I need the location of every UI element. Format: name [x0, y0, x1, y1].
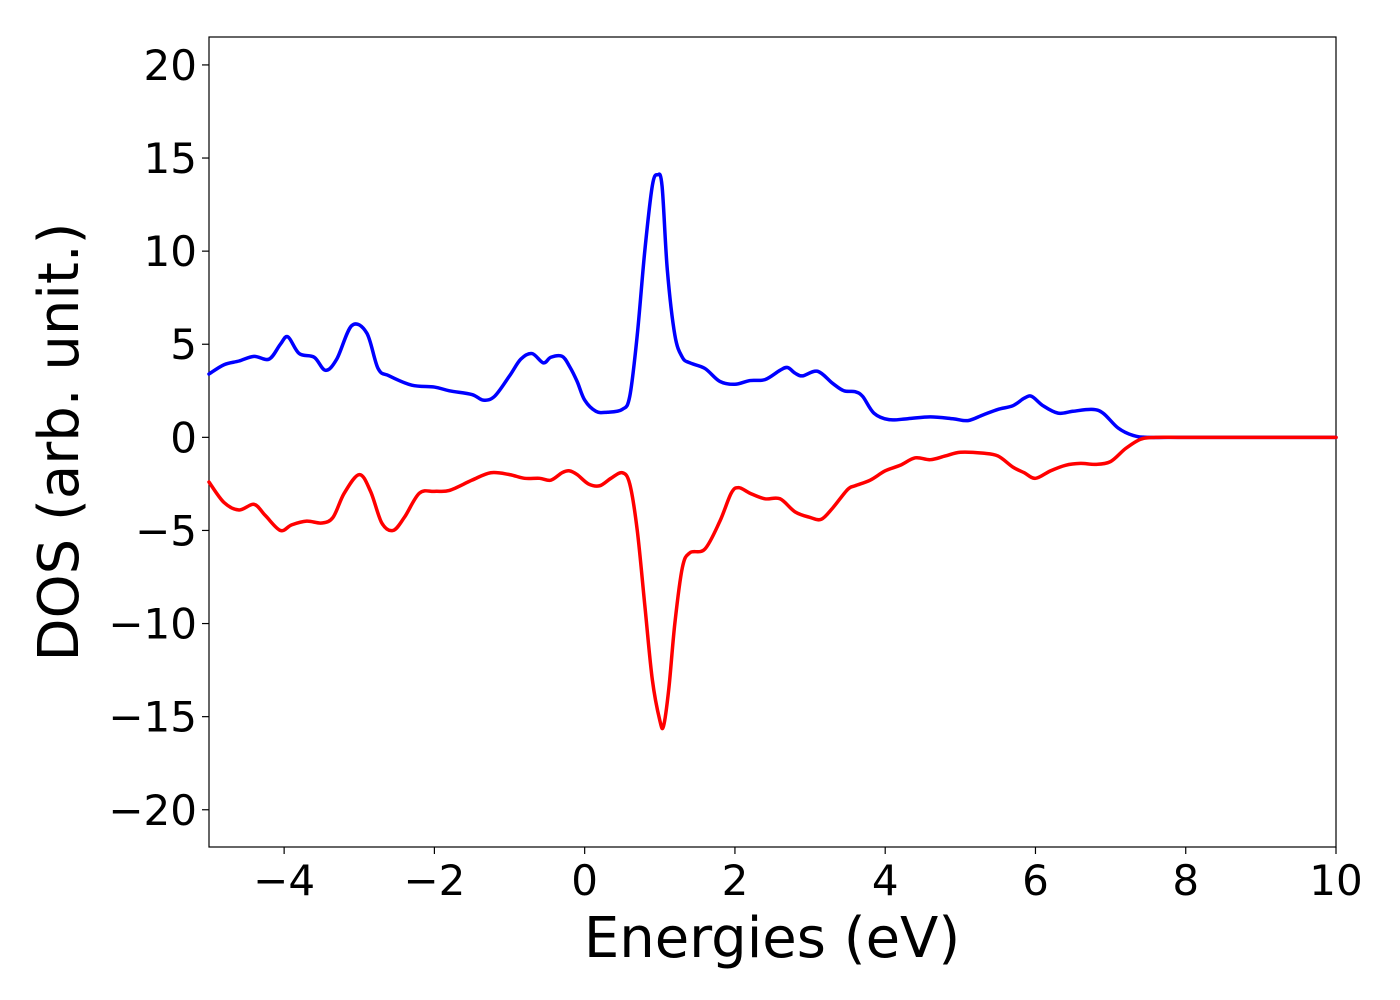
y-tick-label: 20 — [144, 41, 197, 90]
x-tick-label: −4 — [253, 856, 315, 905]
x-tick-label: 10 — [1309, 856, 1362, 905]
y-tick-label: 15 — [144, 134, 197, 183]
y-tick-label: −5 — [135, 506, 197, 555]
plot-frame — [208, 36, 1337, 848]
x-tick-label: 2 — [722, 856, 749, 905]
y-tick-label: −15 — [108, 693, 197, 742]
y-tick-label: −10 — [108, 600, 197, 649]
x-tick-label: 6 — [1022, 856, 1049, 905]
spin-down-line — [207, 435, 1338, 731]
y-tick-label: 5 — [170, 320, 197, 369]
x-tick-label: 4 — [872, 856, 899, 905]
spin-up-line — [207, 172, 1338, 440]
y-tick-label: 0 — [170, 413, 197, 462]
y-axis-title: DOS (arb. unit.) — [27, 222, 92, 661]
y-tick-label: 10 — [144, 227, 197, 276]
series-group — [207, 172, 1338, 731]
x-axis-title: Energies (eV) — [584, 906, 960, 971]
x-tick-label: −2 — [403, 856, 465, 905]
x-tick-label: 0 — [571, 856, 598, 905]
x-tick-label: 8 — [1172, 856, 1199, 905]
y-tick-label: −20 — [108, 786, 197, 835]
